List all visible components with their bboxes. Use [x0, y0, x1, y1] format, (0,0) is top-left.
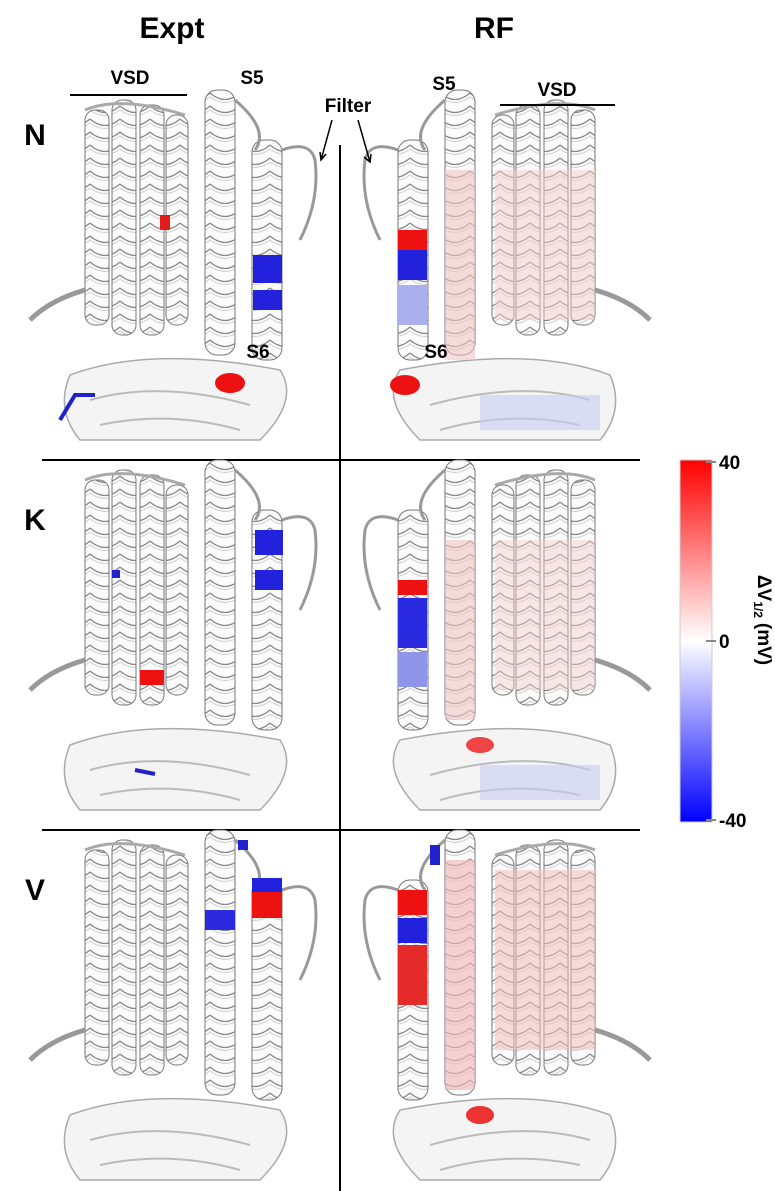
colorbar-tick-label: -40	[719, 811, 746, 832]
region-label: S5	[432, 74, 456, 95]
panel-n-rf	[364, 90, 650, 440]
region-label: VSD	[110, 68, 149, 89]
region-label: Filter	[325, 96, 372, 117]
region-label: S6	[246, 342, 269, 363]
label-sub: 1/2	[751, 601, 765, 618]
panel-k-rf	[364, 460, 650, 810]
arrow	[319, 119, 333, 162]
panel-k-expt	[30, 460, 316, 810]
row-label: V	[25, 874, 45, 907]
region-label: S6	[424, 342, 447, 363]
column-title: Expt	[139, 12, 204, 45]
arrow	[357, 119, 372, 164]
panel-n-expt	[30, 90, 316, 440]
panel-v-rf	[364, 830, 650, 1180]
row-label: N	[24, 119, 46, 152]
region-label: S5	[240, 68, 264, 89]
row-label: K	[24, 504, 46, 537]
region-label: VSD	[537, 80, 576, 101]
colorbar-label: ΔV1/2 (mV)	[751, 575, 774, 665]
colorbar-tick-label: 0	[719, 632, 730, 653]
column-title: RF	[474, 12, 514, 45]
panel-v-expt	[30, 830, 316, 1180]
label-unit: (mV)	[753, 623, 774, 665]
colorbar-tick-label: 40	[719, 453, 740, 474]
colorbar-ticks: 40 0 -40	[706, 453, 746, 832]
label-main: ΔV	[753, 575, 774, 602]
